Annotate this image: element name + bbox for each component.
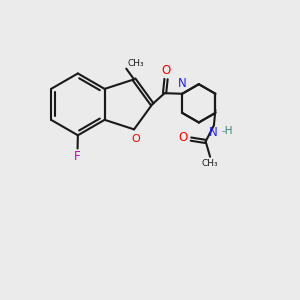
Text: O: O	[179, 131, 188, 144]
Text: N: N	[178, 76, 187, 90]
Text: F: F	[74, 150, 81, 163]
Text: -H: -H	[222, 126, 233, 136]
Text: N: N	[209, 126, 218, 140]
Text: CH₃: CH₃	[128, 59, 144, 68]
Text: CH₃: CH₃	[202, 158, 218, 167]
Text: O: O	[161, 64, 171, 77]
Text: O: O	[131, 134, 140, 144]
